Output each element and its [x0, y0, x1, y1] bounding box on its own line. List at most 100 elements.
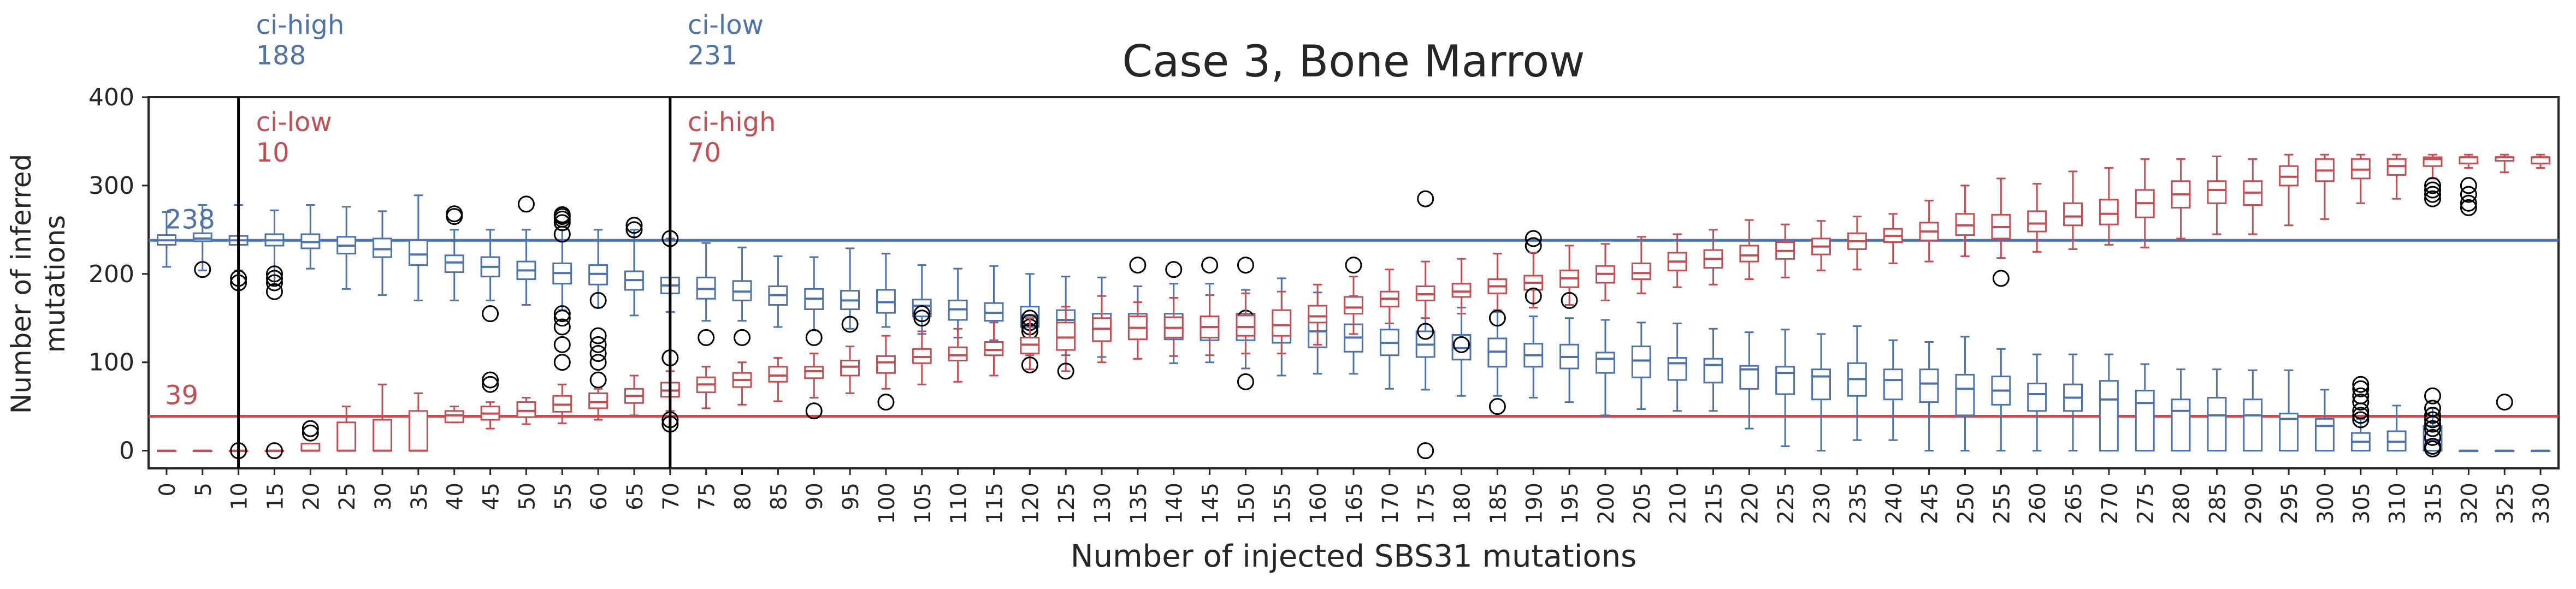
box-iqr: [1775, 366, 1795, 395]
x-tick-label: 160: [1306, 483, 1331, 524]
x-tick-label: 0: [155, 483, 180, 496]
box-iqr: [1955, 373, 1975, 417]
x-tick-label: 190: [1522, 483, 1547, 524]
ci-top-label: ci-high: [256, 10, 345, 40]
x-tick-label: 130: [1090, 483, 1115, 524]
x-tick-label: 305: [2349, 483, 2374, 524]
x-tick-label: 205: [1630, 483, 1655, 524]
box-outlier: [553, 310, 571, 327]
box-iqr: [1308, 305, 1328, 324]
box-outlier: [302, 420, 319, 437]
x-tick-label: 325: [2493, 483, 2518, 524]
y-tick-label: 200: [88, 260, 134, 288]
x-tick-label: 185: [1486, 483, 1511, 524]
x-tick-label: 165: [1342, 483, 1367, 524]
box-outlier: [698, 329, 715, 346]
box-outlier: [2352, 376, 2370, 393]
x-tick-label: 80: [731, 483, 756, 510]
box-outlier: [2424, 387, 2442, 404]
box-iqr: [408, 410, 428, 452]
x-tick-label: 195: [1558, 483, 1583, 524]
x-tick-label: 295: [2277, 483, 2302, 524]
box-outlier: [1453, 336, 1470, 353]
x-tick-label: 330: [2529, 483, 2554, 524]
reference-line-label: 238: [165, 204, 215, 235]
box-outlier: [517, 195, 535, 213]
x-tick-label: 175: [1414, 483, 1439, 524]
x-tick-label: 215: [1702, 483, 1727, 524]
box-outlier: [2424, 411, 2442, 429]
x-tick-label: 255: [1989, 483, 2014, 524]
x-tick-label: 10: [227, 483, 252, 510]
box-iqr: [1236, 314, 1256, 337]
box-outlier: [1525, 287, 1542, 305]
box-outlier: [482, 371, 499, 389]
box-iqr: [948, 346, 968, 362]
x-tick-label: 115: [982, 483, 1007, 524]
x-tick-label: 35: [407, 483, 432, 510]
box-outlier: [482, 376, 499, 393]
box-outlier: [2460, 186, 2477, 203]
x-tick-label: 120: [1018, 483, 1043, 524]
box-iqr: [2207, 397, 2227, 452]
box-outlier: [2352, 380, 2370, 397]
y-axis-label-line-2: mutations: [39, 215, 71, 353]
box-outlier: [2424, 186, 2442, 203]
box-outlier: [1488, 310, 1506, 327]
x-tick-label: 110: [947, 483, 972, 524]
box-outlier: [2496, 394, 2513, 411]
box-outlier: [1417, 323, 1434, 340]
box-outlier: [589, 371, 607, 389]
box-iqr: [373, 419, 392, 452]
box-iqr: [2243, 398, 2263, 452]
box-outlier: [2424, 429, 2442, 446]
box-outlier: [2424, 177, 2442, 194]
x-tick-label: 50: [515, 483, 540, 510]
box-outlier: [1417, 190, 1434, 207]
box-outlier: [1417, 442, 1434, 460]
box-outlier: [2424, 181, 2442, 199]
x-tick-label: 200: [1594, 483, 1619, 524]
box-outlier: [2424, 190, 2442, 207]
box-outlier: [2460, 194, 2477, 212]
x-tick-label: 310: [2385, 483, 2410, 524]
box-outlier: [1021, 356, 1038, 374]
box-outlier: [482, 305, 499, 323]
x-tick-label: 315: [2421, 483, 2447, 524]
box-iqr: [1056, 322, 1076, 351]
box-iqr: [1451, 283, 1472, 298]
ci-inner-value: 70: [688, 138, 721, 168]
x-tick-label: 25: [335, 483, 360, 510]
box-outlier: [1129, 257, 1147, 274]
x-tick-label: 30: [371, 483, 396, 510]
box-iqr: [408, 239, 428, 266]
box-iqr: [1883, 368, 1903, 401]
box-outlier: [2352, 411, 2370, 429]
ci-top-value: 231: [688, 40, 738, 71]
box-outlier: [553, 354, 571, 371]
box-outlier: [1561, 291, 1578, 309]
y-axis-label-line-1: Number of inferred: [5, 154, 37, 414]
box-outlier: [913, 310, 931, 327]
x-tick-label: 40: [443, 483, 468, 510]
x-tick-label: 280: [2170, 483, 2195, 524]
box-outlier: [265, 265, 283, 283]
x-tick-label: 100: [875, 483, 900, 524]
box-outlier: [265, 442, 283, 460]
x-tick-label: 220: [1738, 483, 1763, 524]
x-tick-label: 125: [1054, 483, 1079, 524]
x-tick-label: 60: [587, 483, 612, 510]
box-outlier: [625, 217, 643, 234]
x-tick-label: 240: [1882, 483, 1907, 524]
box-outlier: [553, 305, 571, 323]
box-outlier: [877, 394, 895, 411]
x-tick-label: 95: [838, 483, 864, 510]
box-iqr: [804, 366, 824, 379]
box-outlier: [2352, 402, 2370, 420]
x-tick-label: 300: [2313, 483, 2338, 524]
box-outlier: [2424, 420, 2442, 437]
x-tick-label: 270: [2098, 483, 2123, 524]
box-iqr: [1667, 357, 1687, 381]
box-outlier: [2424, 440, 2442, 457]
box-outlier: [265, 274, 283, 291]
